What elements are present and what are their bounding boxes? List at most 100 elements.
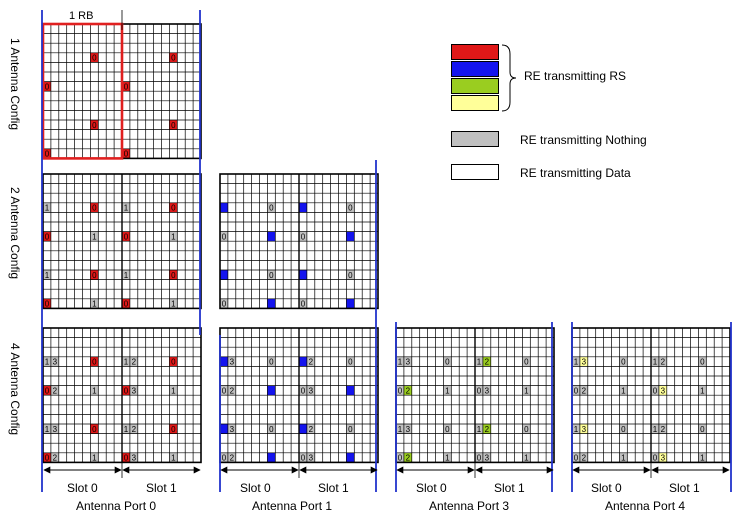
resource-element-label: 0 bbox=[574, 454, 579, 463]
resource-element-label: 1 bbox=[124, 204, 129, 213]
resource-element bbox=[346, 385, 355, 396]
resource-element bbox=[658, 424, 667, 434]
rb-label: 1 RB bbox=[69, 10, 94, 22]
resource-element bbox=[346, 231, 355, 242]
resource-element bbox=[306, 356, 315, 367]
resource-element-label: 1 bbox=[124, 425, 129, 434]
resource-element-label: 1 bbox=[45, 425, 50, 434]
resource-element bbox=[482, 385, 491, 396]
resource-element-label: 0 bbox=[348, 425, 353, 434]
resource-element bbox=[346, 452, 355, 463]
resource-element bbox=[403, 356, 412, 367]
grid-4ant-port1: 3 20 00 00 2 0 33 20 2 0 3 bbox=[219, 327, 379, 464]
resource-element-label: 0 bbox=[398, 386, 403, 395]
resource-element-label: 2 bbox=[53, 454, 58, 463]
resource-element bbox=[90, 452, 99, 463]
resource-element bbox=[169, 52, 178, 63]
resource-element-label: 1 bbox=[398, 425, 403, 434]
slot1-label-port4: Slot 1 bbox=[669, 481, 700, 495]
resource-element bbox=[50, 385, 59, 396]
resource-element-label: 1 bbox=[700, 454, 705, 463]
resource-element bbox=[475, 356, 483, 367]
grid-4ant-port4: 1 3 1 20 00 00 2 0 31 11 3 1 20 2 0 31 1 bbox=[571, 327, 731, 464]
resource-element-label: 0 bbox=[171, 425, 176, 434]
resource-element-label: 0 bbox=[445, 358, 450, 367]
legend-rs-label: RE transmitting RS bbox=[524, 69, 627, 83]
row-label-1-antenna: 1 Antenna Config bbox=[8, 38, 22, 131]
resource-element bbox=[122, 202, 130, 213]
resource-element-label: 2 bbox=[309, 425, 314, 434]
resource-element-label: 2 bbox=[53, 386, 58, 395]
resource-element-label: 3 bbox=[53, 425, 58, 434]
resource-element bbox=[122, 231, 130, 242]
resource-element-label: 0 bbox=[700, 358, 705, 367]
resource-element-label: 2 bbox=[230, 454, 235, 463]
resource-element-label: 0 bbox=[171, 271, 176, 280]
resource-element-label: 1 bbox=[653, 425, 658, 434]
resource-element bbox=[220, 385, 228, 396]
resource-element-label: 1 bbox=[45, 271, 50, 280]
resource-element-label: 0 bbox=[92, 271, 97, 280]
grid-2ant-port1: 0 0 0 0 0 0 0 0 bbox=[219, 173, 379, 310]
resource-element bbox=[122, 81, 130, 92]
resource-element bbox=[299, 424, 307, 434]
resource-element-label: 3 bbox=[230, 425, 235, 434]
resource-element bbox=[403, 452, 412, 463]
resource-element-label: 0 bbox=[171, 358, 176, 367]
resource-element bbox=[122, 148, 130, 159]
resource-element-label: 1 bbox=[524, 454, 529, 463]
resource-element bbox=[50, 356, 59, 367]
resource-element bbox=[619, 452, 628, 463]
resource-element-label: 1 bbox=[92, 454, 97, 463]
resource-element-label: 3 bbox=[582, 425, 587, 434]
legend-data-swatch bbox=[451, 164, 499, 180]
resource-element-label: 1 bbox=[124, 271, 129, 280]
resource-element bbox=[299, 202, 307, 213]
resource-element bbox=[267, 202, 276, 213]
resource-element bbox=[43, 81, 51, 92]
resource-element-label: 0 bbox=[269, 425, 274, 434]
resource-element bbox=[619, 424, 628, 434]
resource-element-label: 1 bbox=[45, 204, 50, 213]
resource-element bbox=[306, 424, 315, 434]
resource-element bbox=[299, 452, 307, 463]
resource-element-label: 1 bbox=[574, 358, 579, 367]
port-label-1: Antenna Port 1 bbox=[252, 499, 333, 513]
legend-rs-blue-swatch bbox=[451, 61, 499, 77]
resource-element bbox=[475, 452, 483, 463]
resource-element-label: 2 bbox=[485, 358, 490, 367]
resource-element bbox=[90, 356, 99, 367]
resource-element-label: 0 bbox=[621, 358, 626, 367]
resource-element bbox=[698, 356, 707, 367]
resource-element-label: 0 bbox=[524, 358, 529, 367]
grid-4ant-port0: 1 3 1 20 00 00 2 0 31 11 3 1 20 2 0 31 1 bbox=[42, 327, 202, 464]
resource-element bbox=[572, 385, 580, 396]
resource-element-label: 0 bbox=[301, 386, 306, 395]
resource-element-label: 3 bbox=[661, 454, 666, 463]
resource-element-label: 0 bbox=[171, 121, 176, 130]
resource-element bbox=[306, 385, 315, 396]
resource-element bbox=[122, 452, 130, 463]
slot1-label-port0: Slot 1 bbox=[146, 481, 177, 495]
resource-element bbox=[227, 452, 236, 463]
resource-element bbox=[90, 385, 99, 396]
resource-element-label: 0 bbox=[269, 358, 274, 367]
resource-element-label: 3 bbox=[485, 386, 490, 395]
resource-element-label: 0 bbox=[92, 121, 97, 130]
resource-element bbox=[267, 424, 276, 434]
resource-element-label: 0 bbox=[301, 232, 306, 241]
resource-element-label: 0 bbox=[45, 150, 50, 159]
resource-element bbox=[572, 356, 580, 367]
resource-element-label: 3 bbox=[485, 454, 490, 463]
resource-element-label: 0 bbox=[445, 425, 450, 434]
resource-element bbox=[396, 356, 404, 367]
resource-element-label: 0 bbox=[621, 425, 626, 434]
resource-element bbox=[43, 385, 51, 396]
resource-element-label: 3 bbox=[53, 358, 58, 367]
resource-element-label: 1 bbox=[524, 386, 529, 395]
resource-element-label: 0 bbox=[301, 300, 306, 309]
resource-element-label: 0 bbox=[45, 232, 50, 241]
resource-element bbox=[698, 424, 707, 434]
resource-element-label: 1 bbox=[124, 358, 129, 367]
